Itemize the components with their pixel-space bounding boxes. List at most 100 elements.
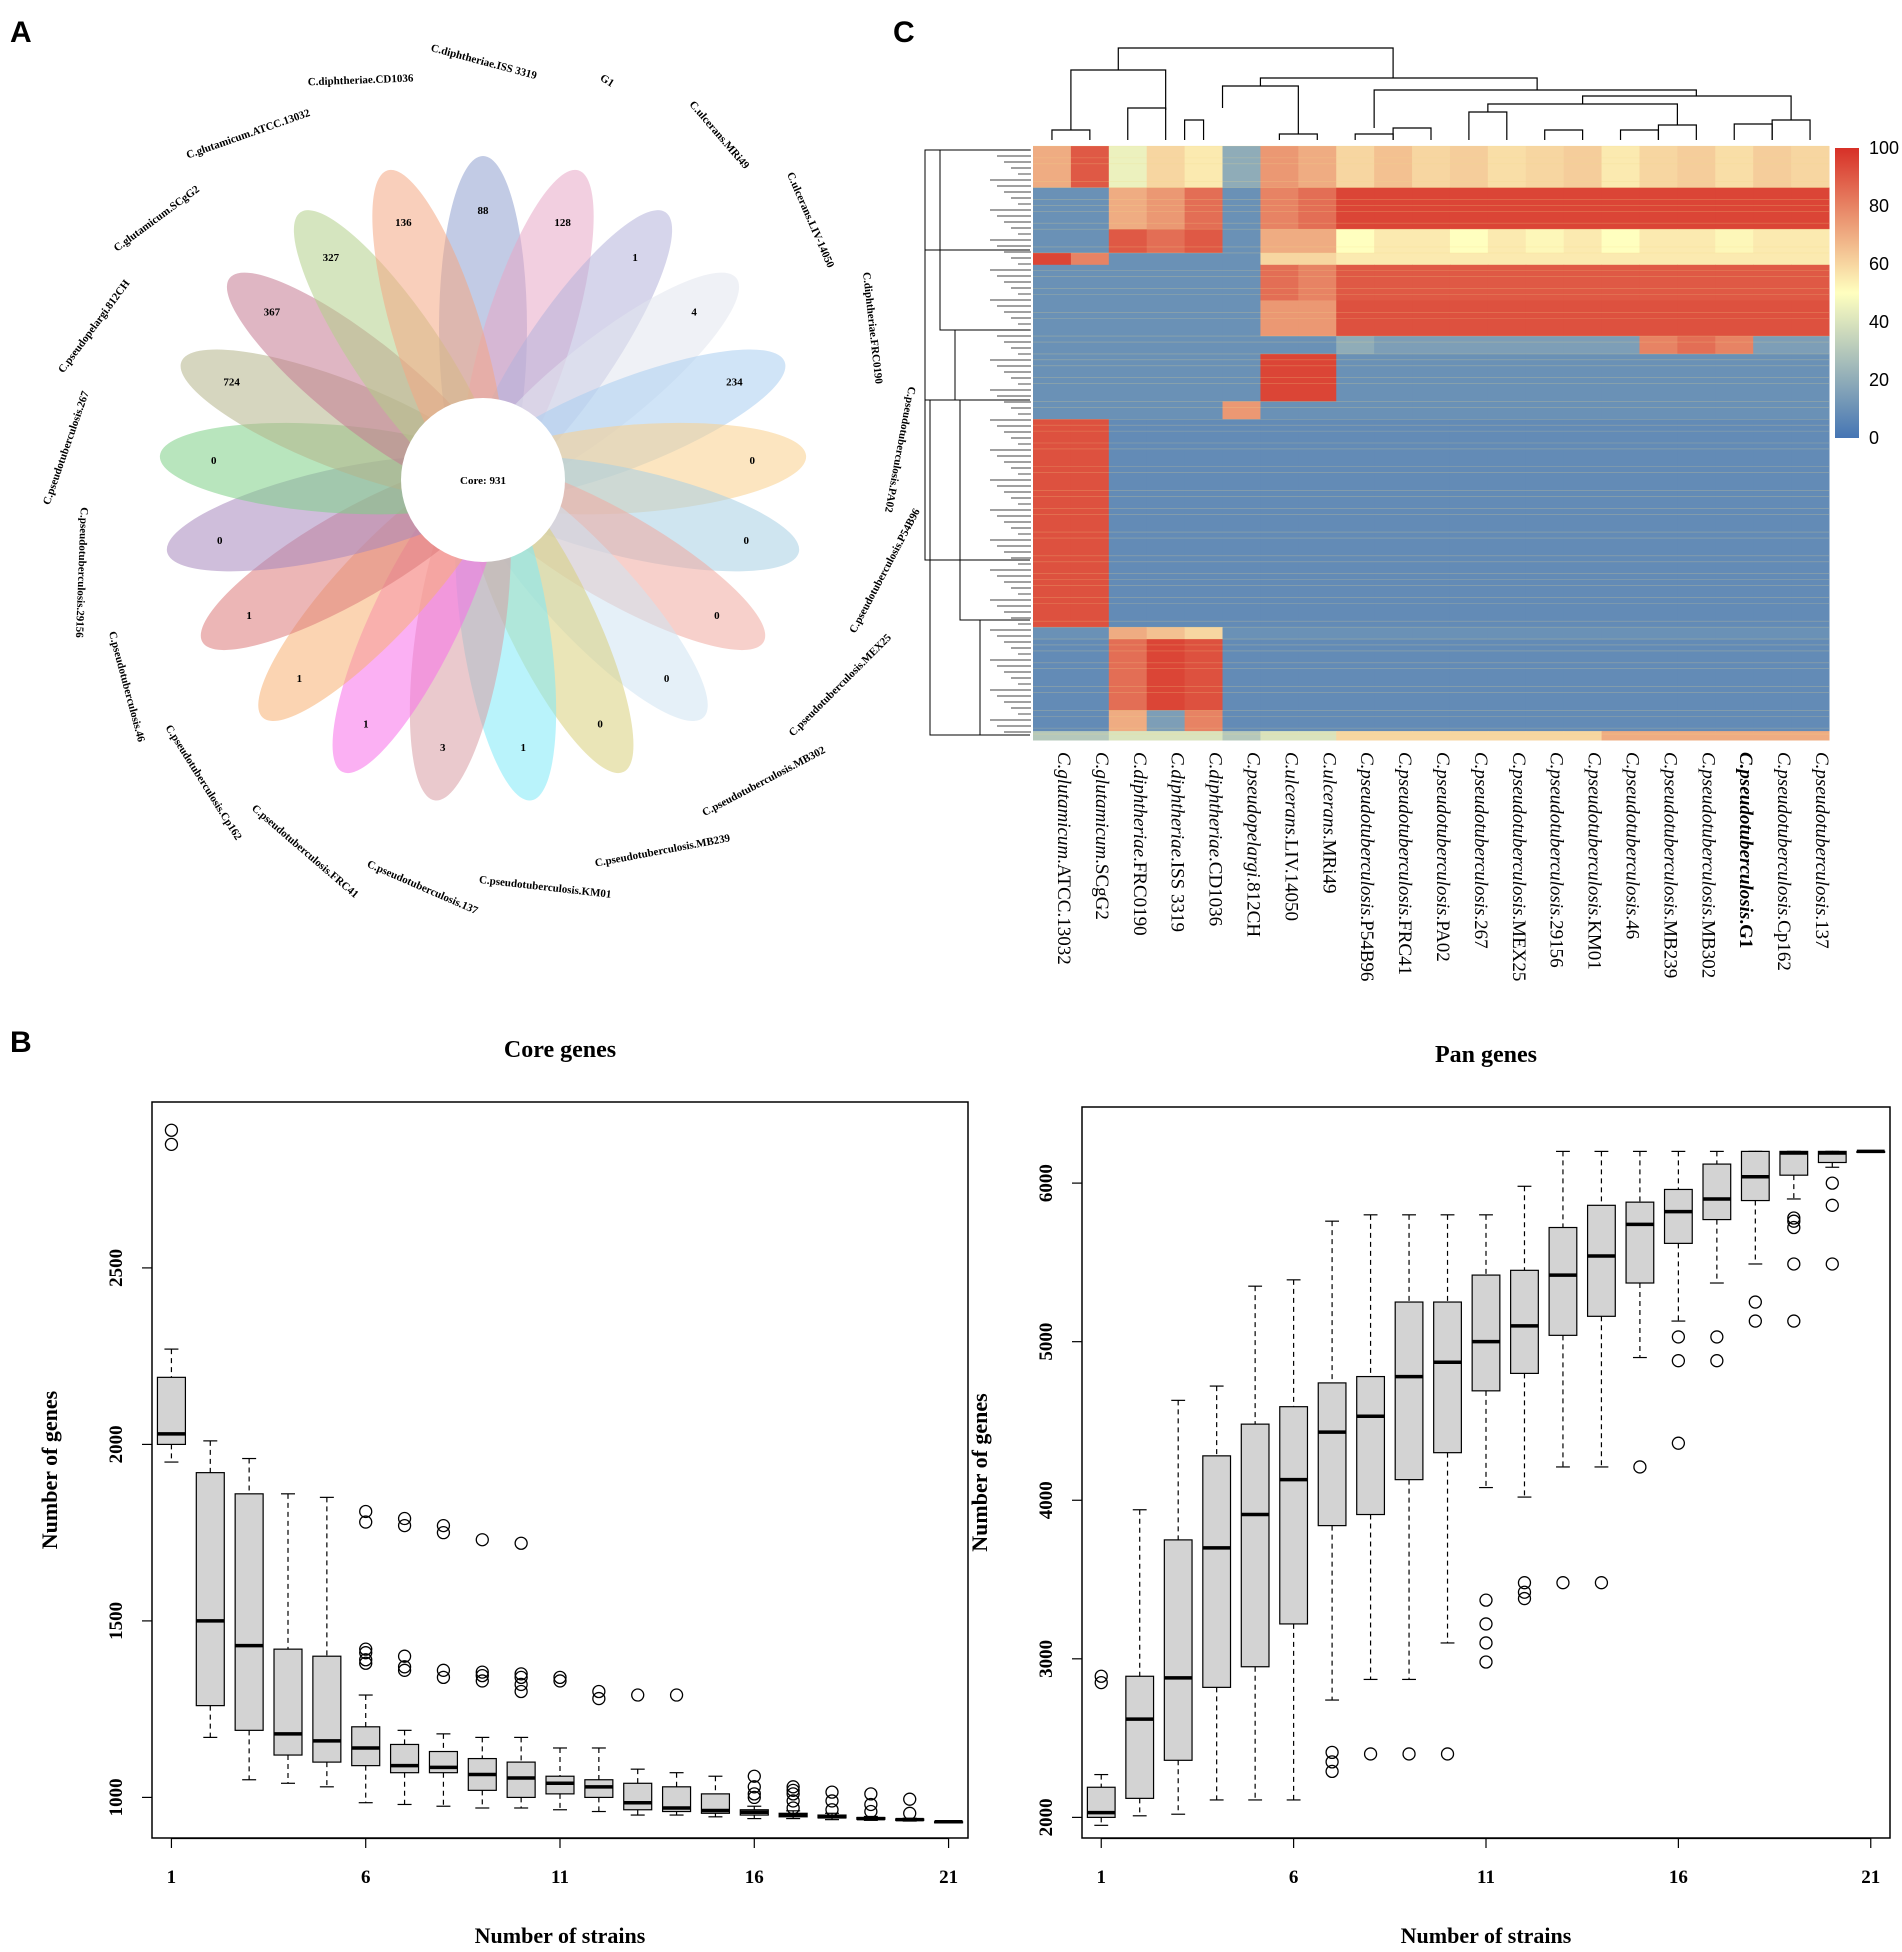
heatmap-cell: [1222, 639, 1261, 711]
heatmap-cell: [1033, 627, 1072, 640]
heatmap-cell: [1336, 187, 1375, 230]
dendrogram-branch: [1771, 119, 1811, 140]
heatmap-cell: [1449, 401, 1489, 420]
heatmap-cell: [1601, 419, 1640, 628]
heatmap-cell: [1184, 300, 1224, 337]
heatmap-cell: [1753, 336, 1792, 355]
heatmap-cell: [1260, 639, 1299, 711]
venn-unique-count: 234: [726, 376, 743, 388]
heatmap-cell: [1412, 639, 1451, 711]
heatmap-cell: [1715, 300, 1754, 337]
heatmap-cell: [1033, 300, 1072, 337]
heatmap-cell: [1070, 300, 1110, 337]
heatmap-cell: [1374, 300, 1413, 337]
heatmap-cell: [1791, 229, 1830, 254]
venn-unique-count: 4: [691, 307, 697, 319]
boxplot-box: [1586, 1150, 1616, 1590]
y-axis-title: Number of genes: [967, 1393, 992, 1552]
venn-strain-label: C.diphtheriae.CD1036: [308, 72, 415, 88]
heatmap-cell: [1563, 264, 1603, 301]
heatmap-cell: [1108, 627, 1148, 640]
outlier-point: [669, 1688, 684, 1702]
heatmap-cell: [1487, 639, 1527, 711]
heatmap-cell: [1222, 146, 1261, 189]
dendrogram-branch: [924, 149, 1030, 401]
plot-title: Pan genes: [1435, 1042, 1537, 1068]
heatmap-cell: [1449, 264, 1489, 301]
outlier-point: [397, 1518, 412, 1533]
venn-unique-count: 0: [749, 455, 755, 467]
heatmap-cell: [1449, 710, 1489, 732]
heatmap-cell: [1108, 353, 1148, 402]
heatmap-cell: [1222, 336, 1261, 355]
column-species: C.pseudotuberculosis: [1508, 752, 1529, 915]
boxplot-box: [351, 1504, 381, 1804]
heatmap-cell: [1639, 300, 1678, 337]
heatmap-cell: [1184, 401, 1224, 420]
venn-unique-count: 1: [246, 610, 252, 622]
heatmap-cell: [1487, 336, 1527, 355]
heatmap-cell: [1070, 627, 1110, 640]
heatmap-cell: [1146, 353, 1186, 402]
heatmap-cell: [1525, 229, 1565, 254]
outlier-point: [1402, 1747, 1416, 1761]
heatmap-cell: [1639, 401, 1678, 420]
outlier-point: [1517, 1576, 1532, 1590]
heatmap-cell: [1715, 336, 1754, 355]
heatmap-color-legend: [1835, 148, 1859, 438]
dendrogram-branch: [1657, 124, 1697, 140]
heatmap-column-label: C.pseudotuberculosis.G1: [1735, 752, 1756, 948]
heatmap-cell: [1412, 252, 1451, 266]
outlier-point: [436, 1663, 451, 1677]
heatmap-cell: [1184, 419, 1224, 628]
boxplot-box: [700, 1775, 731, 1818]
boxplot-box: [234, 1457, 264, 1781]
column-strain: .137: [1811, 915, 1832, 948]
column-species: C.pseudotuberculosis: [1546, 752, 1567, 915]
heatmap-cell: [1487, 146, 1527, 189]
heatmap-cell: [1487, 353, 1527, 402]
panel-letter-c: C: [893, 16, 915, 49]
dendrogram-branch: [1544, 129, 1584, 140]
outlier-point: [1787, 1257, 1801, 1271]
heatmap-cell: [1108, 264, 1148, 301]
outlier-point: [1787, 1220, 1801, 1235]
outlier-point: [1517, 1585, 1532, 1599]
heatmap-column-label: C.pseudotuberculosis.267: [1470, 752, 1491, 949]
outlier-point: [1094, 1669, 1108, 1683]
outlier-point: [1787, 1314, 1801, 1328]
heatmap-cell: [1677, 353, 1716, 402]
panel-letter-a: A: [10, 16, 32, 49]
heatmap-cell: [1525, 731, 1565, 741]
heatmap-cell: [1677, 146, 1716, 189]
outlier-point: [786, 1794, 800, 1808]
heatmap-cell: [1753, 300, 1792, 337]
column-species: C.pseudotuberculosis: [1622, 752, 1643, 915]
heatmap-cell: [1791, 252, 1830, 266]
heatmap-cell: [1715, 353, 1754, 402]
heatmap-cell: [1298, 300, 1337, 337]
venn-strain-label: C.ulcerans.LIV-14050: [784, 170, 836, 270]
boxplot-box: [1663, 1150, 1693, 1450]
boxplot-box: [817, 1785, 847, 1821]
heatmap-cell: [1791, 639, 1830, 711]
dendrogram-branch: [954, 329, 1030, 401]
heatmap-cell: [1146, 187, 1186, 230]
legend-tick-label: 60: [1869, 254, 1889, 274]
heatmap-cell: [1677, 731, 1716, 741]
heatmap-cell: [1487, 710, 1527, 732]
heatmap-cell: [1639, 336, 1678, 355]
boxplot-box: [1625, 1150, 1655, 1474]
heatmap-column-label: C.ulcerans.MRi49: [1318, 752, 1339, 893]
venn-strain-label: C.pseudotuberculosis.FRC41: [249, 802, 360, 900]
venn-core-circle: [401, 398, 565, 562]
heatmap-cell: [1639, 639, 1678, 711]
heatmap-cell: [1070, 353, 1110, 402]
heatmap-cell: [1146, 419, 1186, 628]
dendrogram-branch: [1278, 133, 1318, 140]
column-species: C.pseudotuberculosis: [1735, 752, 1756, 919]
heatmap-cell: [1260, 252, 1299, 266]
heatmap-cell: [1677, 419, 1716, 628]
heatmap-cell: [1298, 187, 1337, 230]
column-strain: .Cp162: [1773, 915, 1794, 970]
